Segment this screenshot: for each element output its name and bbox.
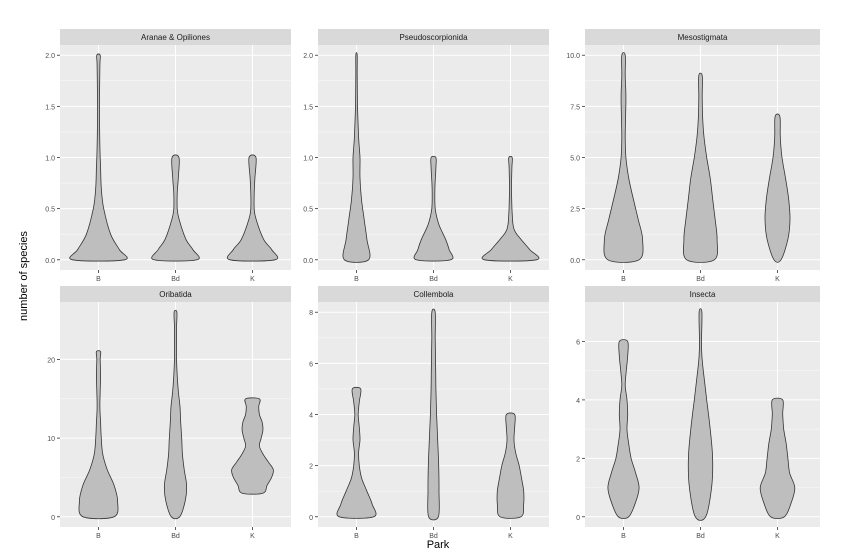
violin-pseudoscorpionida-b (342, 52, 371, 263)
y-tick-label: 2.5 (570, 207, 580, 214)
x-tick-label: Bd (171, 533, 180, 540)
x-tick-label: K (250, 533, 255, 540)
y-tick-label: 0.5 (303, 207, 313, 214)
y-tick-label: 0.5 (45, 207, 55, 214)
y-tick-label: 2.0 (45, 53, 55, 60)
x-tick-label: K (508, 533, 513, 540)
y-tick-label: 2 (576, 456, 580, 463)
y-tick-label: 0.0 (570, 258, 580, 265)
y-tick-label: 10 (47, 436, 55, 443)
violin-aranae-opiliones-bd (151, 154, 200, 262)
facet-title-pseudoscorpionida: Pseudoscorpionida (399, 33, 468, 42)
facet-mesostigmata: Mesostigmata 0.0 2.5 5.0 7.5 10.0 B Bd K (566, 29, 820, 283)
strip-collembola (318, 286, 549, 302)
y-tick-label: 0 (576, 515, 580, 522)
violin-mesostigmata-bd (683, 72, 718, 263)
violin-collembola-k (496, 412, 525, 519)
violin-collembola-b (336, 386, 377, 519)
y-axis-title: number of species (18, 231, 30, 321)
violin-aranae-opiliones-k (226, 154, 279, 262)
violin-insecta-bd (687, 308, 714, 521)
x-tick-label: Bd (429, 533, 438, 540)
y-tick-label: 6 (576, 339, 580, 346)
facet-title-oribatida: Oribatida (159, 290, 192, 299)
y-tick-label: 4 (309, 413, 313, 420)
strip-insecta (585, 286, 820, 302)
facet-pseudoscorpionida: Pseudoscorpionida 0.0 0.5 1.0 1.5 2.0 B Bd K (303, 29, 549, 283)
facet-oribatida: Oribatida 0 10 20 B Bd K (47, 286, 291, 540)
y-tick-label: 20 (47, 357, 55, 364)
facet-aranae-opiliones: Aranae & Opiliones 0.0 0.5 1.0 1.5 2.0 B Bd K (45, 29, 291, 283)
violin-oribatida-k (231, 397, 274, 495)
x-tick-label: B (96, 533, 101, 540)
violin-oribatida-bd (163, 309, 188, 520)
violin-oribatida-b (78, 350, 119, 520)
x-tick-label: Bd (696, 533, 705, 540)
strip-aranae-opiliones (60, 29, 291, 45)
x-tick-label: B (354, 533, 359, 540)
x-tick-label: K (775, 533, 780, 540)
x-axis-title: Park (426, 539, 450, 551)
x-tick-label: B (96, 276, 101, 283)
y-tick-label: 7.5 (570, 104, 580, 111)
y-tick-label: 6 (309, 361, 313, 368)
y-tick-label: 10.0 (566, 53, 580, 60)
y-tick-label: 1.5 (45, 104, 55, 111)
x-tick-label: K (250, 276, 255, 283)
facet-title-aranae-opiliones: Aranae & Opiliones (141, 33, 210, 42)
x-tick-label: K (508, 276, 513, 283)
y-tick-label: 0.0 (45, 258, 55, 265)
violin-insecta-k (759, 397, 796, 519)
violin-aranae-opiliones-b (69, 53, 128, 262)
y-tick-label: 0 (309, 515, 313, 522)
strip-pseudoscorpionida (318, 29, 549, 45)
strip-mesostigmata (585, 29, 820, 45)
violin-pseudoscorpionida-k (481, 155, 540, 262)
x-tick-label: B (621, 276, 626, 283)
y-tick-label: 1.0 (45, 156, 55, 163)
facet-title-collembola: Collembola (413, 290, 454, 299)
x-tick-label: Bd (429, 276, 438, 283)
x-tick-label: Bd (171, 276, 180, 283)
y-tick-label: 8 (309, 310, 313, 317)
y-tick-label: 4 (576, 398, 580, 405)
y-tick-label: 1.5 (303, 104, 313, 111)
y-tick-label: 1.0 (303, 156, 313, 163)
facet-collembola: Collembola 0 2 4 6 8 B Bd K (309, 286, 549, 540)
facet-title-mesostigmata: Mesostigmata (678, 33, 728, 42)
x-tick-label: Bd (696, 276, 705, 283)
violin-mesostigmata-b (603, 52, 644, 263)
facet-insecta: Insecta 0 2 4 6 B Bd K (576, 286, 820, 540)
x-tick-label: K (775, 276, 780, 283)
violin-pseudoscorpionida-bd (413, 155, 454, 262)
y-tick-label: 2 (309, 464, 313, 471)
violin-insecta-b (607, 339, 640, 519)
x-tick-label: B (621, 533, 626, 540)
y-tick-label: 2.0 (303, 53, 313, 60)
facet-title-insecta: Insecta (690, 290, 716, 299)
x-tick-label: B (354, 276, 359, 283)
violin-mesostigmata-k (764, 113, 791, 263)
strip-oribatida (60, 286, 291, 302)
y-tick-label: 0.0 (303, 258, 313, 265)
violin-collembola-bd (427, 308, 440, 521)
y-tick-label: 0 (51, 515, 55, 522)
y-tick-label: 5.0 (570, 156, 580, 163)
